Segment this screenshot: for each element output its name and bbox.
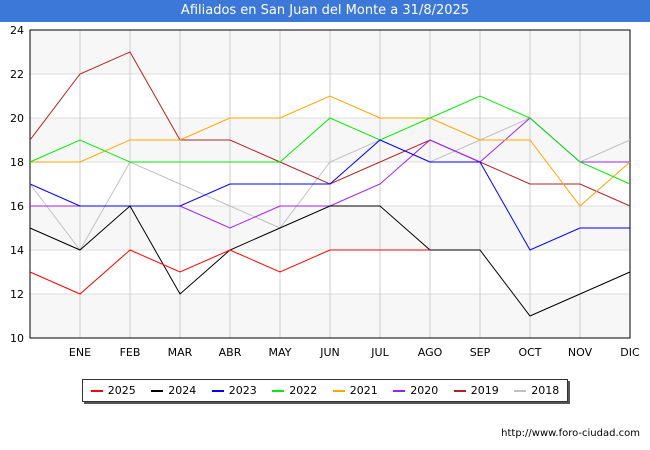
legend-swatch <box>272 389 285 392</box>
legend-item-2021: 2021 <box>332 384 378 397</box>
legend-swatch <box>453 389 466 392</box>
y-tick-label: 20 <box>10 112 24 125</box>
legend-item-2019: 2019 <box>453 384 499 397</box>
legend-label: 2018 <box>531 384 560 397</box>
y-tick-label: 24 <box>10 24 24 37</box>
series-line-2025 <box>29 249 430 295</box>
y-tick-label: 16 <box>10 200 24 213</box>
legend-label: 2019 <box>470 384 499 397</box>
x-tick-label: JUN <box>319 346 340 359</box>
legend-item-2020: 2020 <box>393 384 438 397</box>
y-tick-label: 18 <box>10 156 24 169</box>
x-tick-label: OCT <box>518 346 541 359</box>
series-line-2024 <box>29 205 631 317</box>
x-tick-label: FEB <box>120 346 141 359</box>
legend-swatch <box>90 389 103 392</box>
x-tick-label: ENE <box>69 346 91 359</box>
legend-label: 2023 <box>228 384 257 397</box>
legend: 2025 2024 2023 2022 2021 2020 2019 2018 <box>82 379 568 402</box>
chart-title: Afiliados en San Juan del Monte a 31/8/2… <box>0 0 650 22</box>
legend-label: 2024 <box>168 384 197 397</box>
legend-label: 2020 <box>410 384 439 397</box>
series-line-2021 <box>30 95 631 207</box>
legend-label: 2022 <box>289 384 318 397</box>
y-tick-label: 22 <box>10 68 24 81</box>
legend-swatch <box>393 389 406 392</box>
legend-label: 2021 <box>349 384 378 397</box>
legend-swatch <box>332 389 345 392</box>
x-tick-label: DIC <box>620 346 640 359</box>
x-tick-label: MAY <box>269 346 292 359</box>
legend-item-2025: 2025 <box>90 384 136 397</box>
legend-label: 2025 <box>107 384 136 397</box>
y-tick-label: 10 <box>10 332 24 345</box>
legend-item-2018: 2018 <box>514 384 559 397</box>
x-tick-label: MAR <box>168 346 193 359</box>
legend-item-2022: 2022 <box>272 384 317 397</box>
line-chart: 10 12 14 16 18 20 22 24 ENE FEB MAR ABR MAY JUN JUL AGO… <box>10 24 640 359</box>
source-url: http://www.foro-ciudad.com <box>501 428 640 439</box>
x-tick-label: ABR <box>219 346 242 359</box>
x-tick-label: JUL <box>370 346 389 359</box>
y-tick-label: 14 <box>10 244 24 257</box>
x-tick-label: NOV <box>568 346 593 359</box>
legend-item-2023: 2023 <box>211 384 257 397</box>
legend-swatch <box>211 389 224 392</box>
legend-swatch <box>514 389 527 392</box>
legend-item-2024: 2024 <box>151 384 196 397</box>
y-tick-label: 12 <box>10 288 24 301</box>
series-line-2022 <box>29 95 631 185</box>
x-tick-label: SEP <box>470 346 491 359</box>
legend-swatch <box>151 389 164 392</box>
x-tick-label: AGO <box>418 346 443 359</box>
